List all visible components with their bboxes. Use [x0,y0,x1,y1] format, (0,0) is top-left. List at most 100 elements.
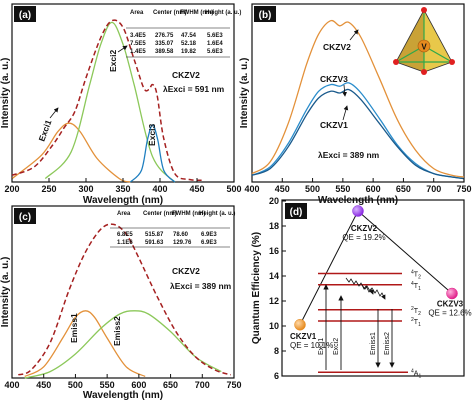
x-tick-label: 600 [366,184,381,194]
legend-label-ckzv1: CKZV1 [320,120,348,130]
table-cell: 3.4E5 [130,33,146,39]
panel-c-sample-label: CKZV2 [172,266,200,276]
series-line-exci1 [11,122,131,183]
point-label-ckzv1: CKZV1 [290,332,317,341]
y-tick-label: 16 [269,246,279,256]
x-tick-label: 400 [244,184,259,194]
table-cell: 515.87 [145,232,164,238]
series-line-exci3 [129,124,176,183]
oxygen-atom [421,7,427,13]
panel-b-plot-frame [251,3,465,183]
vanadium-label: V [421,43,427,52]
table-cell: 78.60 [173,232,189,238]
x-tick-label: 700 [195,380,210,390]
table-header: Center (nm) [153,10,187,16]
panel-b-label: (b) [259,10,272,21]
x-tick-label: 200 [4,184,19,194]
x-tick-label: 700 [426,184,441,194]
table-header: Area [117,211,131,217]
nonradiative-relaxation-arrow [361,284,386,300]
x-tick-label: 750 [226,380,241,390]
table-cell: 47.54 [181,33,197,39]
x-tick-label: 250 [41,184,56,194]
energy-level-label: 4A1 [411,368,421,379]
energy-level-label: 4T2 [411,270,421,281]
table-cell: 1.4E5 [130,49,146,55]
panel-d-label: (d) [290,207,303,218]
series-line-ckzv2 [251,19,465,178]
transition-label-exci1: Exci1 [318,338,325,355]
legend-leader-ckzv2 [349,29,359,41]
table-header: FWHM (nm) [172,211,205,217]
table-cell: 1.1E6 [117,240,133,246]
transition-label-exci2: Exci2 [333,338,340,355]
y-tick-label: 12 [269,296,279,306]
table-cell: 6.8E5 [117,232,133,238]
point-label-ckzv3: CKZV3 [437,300,464,309]
table-header: Center (nm) [143,211,177,217]
table-cell: 5.6E3 [207,33,223,39]
panel-d-y-ticks: 6 8 10 12 14 16 18 20 [269,196,286,381]
oxygen-atom [393,59,399,65]
peak-label-emiss2: Emiss2 [112,316,122,346]
x-tick-label: 400 [152,184,167,194]
series-line-ckzv1 [251,88,465,180]
panel-c-y-label: Intensity (a. u.) [0,257,11,328]
table-cell: 1.6E4 [207,41,223,47]
transition-arrows: Exci1 Exci2 Emiss1 Emiss2 [318,277,395,370]
table-header: Height (a. u.) [199,211,235,217]
panel-d-plot-frame [281,199,465,377]
panel-b-excitation-label: λExci = 389 nm [318,150,380,160]
panel-a-sample-label: CKZV2 [172,70,200,80]
panel-b-label-box [254,6,276,22]
transition-label-emiss1: Emiss1 [370,332,377,355]
table-header: Area [130,10,144,16]
oxygen-atom [421,69,427,75]
nonradiative-relaxation-arrow [345,277,374,295]
x-tick-label: 650 [163,380,178,390]
table-cell: 52.18 [181,41,197,47]
table-cell: 129.76 [173,240,192,246]
panel-d-y-label: Quantum Efficiency (%) [251,232,262,344]
panel-c-x-label: Wavelength (nm) [83,390,163,401]
panel-b-x-ticks: 400 450 500 550 600 650 700 750 [244,178,472,194]
panel-c-curves [18,223,232,379]
table-cell: 591.63 [145,240,164,246]
y-tick-label: 10 [269,321,279,331]
x-tick-label: 450 [275,184,290,194]
panel-a-excitation-label: λExci = 591 nm [163,84,225,94]
point-qe-ckzv1: QE = 10.1% [290,341,333,350]
panel-c: (c) 400 450 500 550 600 650 700 750 Wavelength … [0,205,242,401]
y-tick-label: 8 [274,346,279,356]
table-cell: 7.5E5 [130,41,146,47]
legend-label-ckzv3: CKZV3 [320,74,348,84]
panel-c-x-ticks: 400 450 500 550 600 650 700 750 [4,374,242,390]
tetrahedron-face-left [395,9,425,73]
panel-d-label-box [285,203,307,219]
table-cell: 335.07 [155,41,174,47]
y-tick-label: 20 [269,196,279,206]
oxygen-atom [449,59,455,65]
x-tick-label: 450 [36,380,51,390]
table-header: Height (a. u.) [205,10,241,16]
panel-a-curves [11,19,205,183]
x-tick-label: 350 [115,184,130,194]
panel-b-curves [251,19,465,180]
panel-c-table: Area Center (nm) FWHM (nm) Height (a. u.… [110,211,235,248]
table-cell: 389.58 [155,49,174,55]
x-tick-label: 650 [396,184,411,194]
y-tick-label: 18 [269,221,279,231]
panel-d: (d) 6 8 10 12 14 16 18 20 Quantum Efficiency (%… [251,196,472,381]
table-cell: 6.9E3 [201,232,217,238]
data-point-ckzv3 [446,287,458,300]
tetrahedron-inset: V [393,7,455,75]
energy-level-label: 2T1 [411,317,421,328]
panel-a-x-ticks: 200 250 300 350 400 450 500 [4,178,242,194]
legend-leader-ckzv3 [342,84,348,97]
table-cell: 19.82 [181,49,197,55]
x-tick-label: 500 [305,184,320,194]
peak-label-exci2: Exci2 [108,50,118,72]
energy-level-label: 2T2 [411,306,421,317]
peak-label-exci1-leader [49,107,59,119]
